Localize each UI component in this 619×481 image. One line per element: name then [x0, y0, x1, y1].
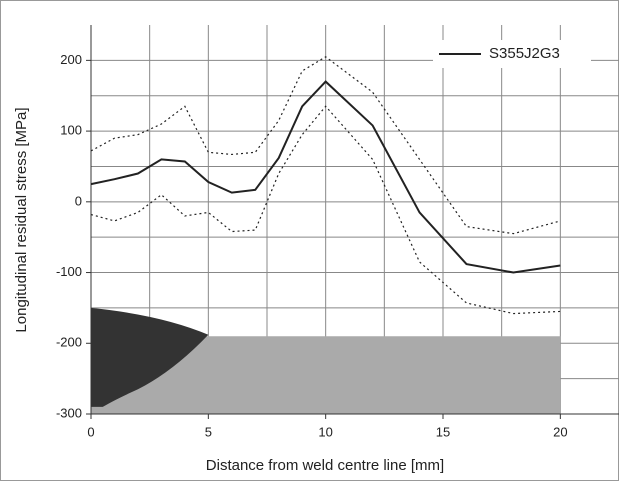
- series-line: [90, 80, 561, 274]
- y-tick-label: -100: [56, 264, 82, 279]
- y-tick-label: 0: [75, 193, 82, 208]
- x-tick-label: 10: [318, 424, 332, 439]
- x-axis-label: Distance from weld centre line [mm]: [206, 457, 444, 474]
- y-axis-label: Longitudinal residual stress [MPa]: [13, 107, 30, 332]
- plate: [91, 336, 561, 414]
- series-line: [90, 105, 561, 315]
- x-tick-label: 20: [553, 424, 567, 439]
- weld: [91, 307, 209, 407]
- y-tick-label: -300: [56, 405, 82, 420]
- x-tick-label: 15: [436, 424, 450, 439]
- x-tick-label: 0: [87, 424, 94, 439]
- y-tick-label: -200: [56, 335, 82, 350]
- y-tick-label: 200: [60, 52, 82, 67]
- x-tick-label: 5: [205, 424, 212, 439]
- y-tick-label: 100: [60, 123, 82, 138]
- legend-label: S355J2G3: [489, 45, 560, 62]
